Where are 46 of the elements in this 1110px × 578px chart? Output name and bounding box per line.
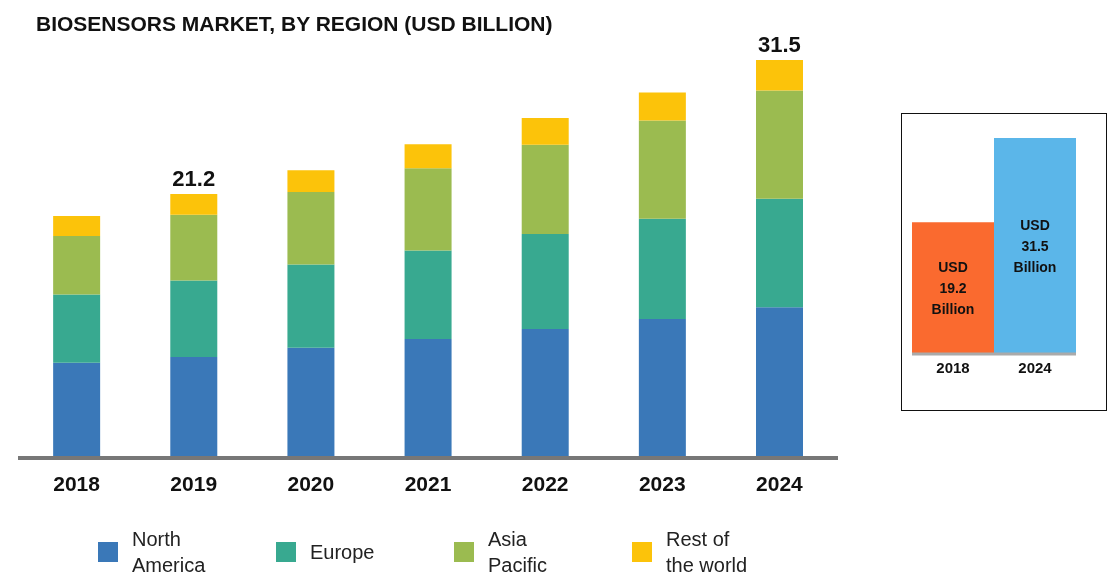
bar [756,59,803,91]
bar [404,144,452,169]
bar [287,347,335,458]
chart-title: BIOSENSORS MARKET, BY REGION (USD BILLION) [36,12,553,36]
bar [53,215,101,236]
annotation: 21.2 [172,166,216,192]
data-label: USD 31.5 Billion [1013,217,1057,275]
bar [287,170,335,193]
data-label: USD 19.2 Billion [931,259,975,318]
x-tick-label: 2022 [521,471,569,495]
bar [404,338,452,458]
x-tick-label: 2018 [936,358,970,376]
bar [53,235,101,295]
legend-label: Rest of the world [666,527,749,578]
bar [287,192,335,265]
bar [756,307,803,458]
bar [638,120,686,219]
x-tick-label: 2020 [287,471,335,495]
legend-label: North America [132,527,207,578]
x-tick-label: 2023 [638,471,686,495]
annotation: 31.5 [758,31,801,57]
x-tick-label: 2024 [1018,358,1053,376]
bar [638,319,686,458]
bar [521,329,569,458]
bar [287,264,335,348]
bar [756,198,803,308]
bar [170,194,218,215]
x-tick-label: 2024 [756,471,804,495]
bar [404,168,452,251]
bar [521,118,569,145]
bar [53,294,101,363]
bar [53,362,101,458]
x-tick-label: 2018 [53,471,101,495]
legend-label: Asia Pacific [488,527,548,578]
bar [170,214,218,281]
bar [756,90,803,199]
bar [404,250,452,339]
bar [638,218,686,320]
x-tick-label: 2019 [170,471,218,495]
bar [638,92,686,121]
bar [521,233,569,330]
legend-label: Europe [310,540,376,565]
bar [170,280,218,357]
x-tick-label: 2021 [404,471,452,495]
bar [170,356,218,458]
bar [521,144,569,234]
